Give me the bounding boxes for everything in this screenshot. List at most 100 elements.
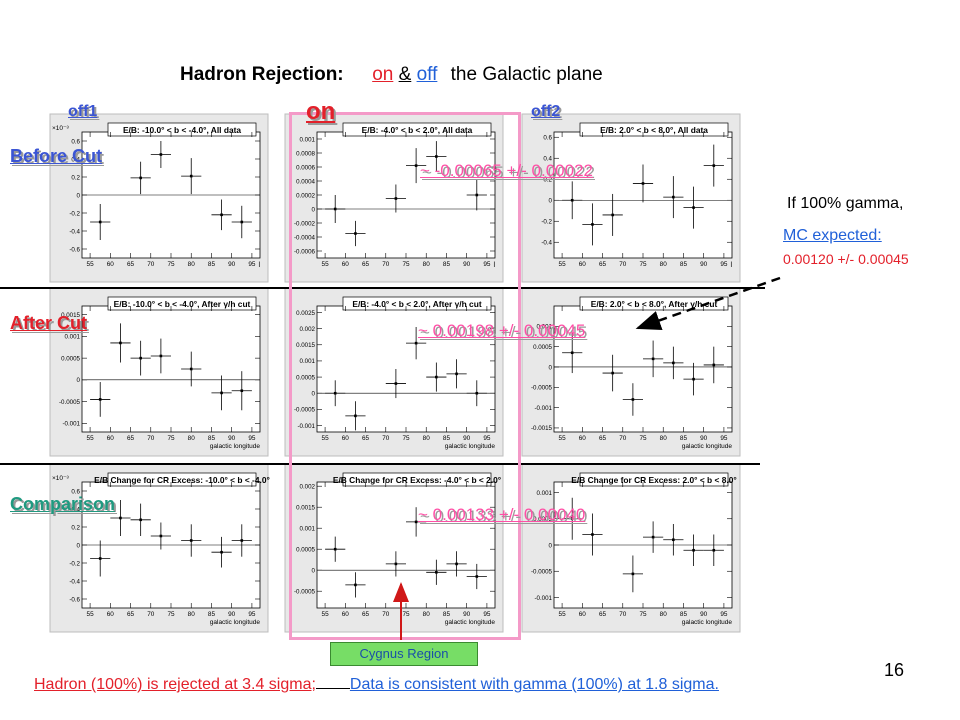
x-tick-label: 90 [228,435,236,442]
row-divider-1 [0,287,765,289]
x-axis-label: galactic longitude [210,619,261,626]
panel-title: E/B: 2.0° < b < 8.0°, All data [600,125,708,135]
x-tick-label: 55 [322,611,330,618]
data-point [333,207,337,211]
x-axis-label: galactic longitude [682,443,733,450]
x-axis-label: galactic longitude [210,443,261,450]
x-axis-label: galactic longitude [445,443,496,450]
column-label-off2: off2 [531,103,561,120]
y-tick-label: -0.4 [69,578,80,585]
data-point [455,562,458,566]
x-tick-label: 75 [639,611,647,618]
x-tick-label: 90 [700,261,708,268]
x-tick-label: 65 [599,435,607,442]
x-axis-label: l [258,262,260,269]
x-tick-label: 65 [127,611,135,618]
y-tick-label: -0.0005 [294,407,316,414]
y-tick-label: 0.001 [300,136,316,143]
x-axis-label: l [493,262,495,269]
data-point [611,213,614,217]
x-tick-label: 60 [342,261,350,268]
x-tick-label: 65 [362,611,370,618]
x-axis-label: galactic longitude [445,619,496,626]
page-number: 16 [884,660,905,680]
row-label-before-cut: Before Cut [10,146,103,166]
footer-conclusion: Hadron (100%) is rejected at 3.4 sigma; D… [34,676,719,694]
y-tick-label: -0.001 [297,423,315,430]
x-axis-label: l [730,262,732,269]
x-tick-label: 55 [559,611,567,618]
panel-title-box [107,472,257,487]
data-point [672,195,675,199]
y-tick-label: 0 [549,198,553,205]
data-point [394,197,398,200]
y-tick-label: -0.0002 [294,220,316,227]
data-point [333,547,337,551]
plot-frame [316,305,496,433]
y-tick-label: 0.2 [543,177,552,184]
on-region-box [289,112,521,640]
data-point [475,575,479,578]
y-tick-label: -0.0004 [294,234,316,241]
x-tick-label: 80 [423,435,431,442]
y-tick-label: 0 [549,542,553,549]
data-point [98,398,102,401]
y-tick-label: 0.0025 [296,310,315,317]
panel-1-1: E/B: -10.0° < b < -4.0°, All data ×10⁻³ -0… [49,113,269,283]
x-tick-label: 65 [599,261,607,268]
panel-3-1: E/B Change for CR Excess: -10.0° < b < -… [49,463,270,633]
data-point [692,377,695,381]
y-tick-label: 0.001 [537,324,553,331]
data-point [692,206,695,209]
y-tick-label: 0.0015 [296,505,315,512]
data-point [570,351,574,355]
y-tick-label: 0.0005 [61,355,80,362]
x-tick-label: 75 [167,261,175,268]
y-tick-label: -0.4 [541,240,552,247]
x-tick-label: 65 [362,435,370,442]
x-tick-label: 95 [248,435,256,442]
y-exponent: ×10⁻³ [52,475,69,482]
y-tick-label: -0.001 [534,405,552,412]
data-point [435,155,438,158]
x-tick-label: 70 [147,435,155,442]
row-label-comparison: Comparison [10,494,116,514]
row-divider-2 [0,463,760,465]
x-tick-label: 60 [107,435,115,442]
x-tick-label: 85 [208,611,216,618]
data-point [672,361,675,365]
y-tick-label: -0.001 [62,421,80,428]
x-tick-label: 75 [639,261,647,268]
panel-3-3: E/B Change for CR Excess: 2.0° < b < 8.0… [521,463,741,633]
data-point [220,391,223,395]
y-tick-label: 0.4 [71,506,80,513]
data-point [570,517,574,521]
x-tick-label: 75 [639,435,647,442]
data-point [220,213,223,217]
y-tick-label: 0.4 [543,156,552,163]
panel-title: E/B: -10.0° < b < -4.0°, All data [123,125,241,135]
x-tick-label: 70 [147,611,155,618]
data-point [240,220,244,224]
x-tick-label: 70 [619,435,627,442]
x-axis-label: galactic longitude [682,619,733,626]
x-tick-label: 55 [559,435,567,442]
panel-title: E/B Change for CR Excess: 2.0° < b < 8.0… [571,475,736,485]
y-tick-label: -0.001 [534,595,552,602]
panel-title: E/B Change for CR Excess: -10.0° < b < -… [94,475,270,485]
x-tick-label: 60 [579,435,587,442]
y-tick-label: -0.0005 [531,385,553,392]
x-tick-label: 85 [443,261,451,268]
x-tick-label: 95 [720,611,728,618]
y-tick-label: -0.6 [69,246,80,253]
panel-title-box [579,472,729,487]
data-point [139,176,142,180]
cygnus-region-label: Cygnus Region [330,642,478,666]
y-tick-label: -0.0005 [294,589,316,596]
column-label-on: on [306,98,336,125]
data-point [354,583,357,587]
x-tick-label: 95 [720,261,728,268]
y-tick-label: 0 [312,206,316,213]
data-point [119,341,122,345]
